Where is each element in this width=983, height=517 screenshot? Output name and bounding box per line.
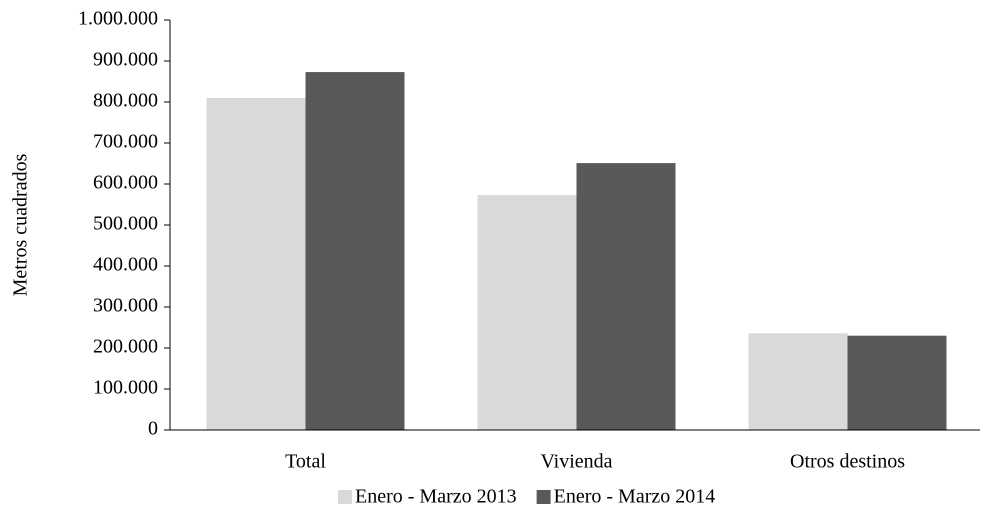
y-tick-label: 800.000 (93, 90, 158, 112)
y-tick-label: 0 (148, 418, 158, 440)
y-tick-label: 700.000 (93, 131, 158, 153)
legend-swatch (536, 490, 551, 504)
y-tick-label: 300.000 (93, 295, 158, 317)
x-tick-label: Vivienda (540, 451, 612, 473)
y-tick-label: 1.000.000 (78, 8, 158, 30)
bar (477, 195, 577, 430)
y-tick-label: 500.000 (93, 213, 158, 235)
x-tick-label: Otros destinos (790, 451, 905, 473)
y-tick-label: 900.000 (93, 49, 158, 71)
bar (305, 72, 405, 430)
legend-swatch (338, 490, 352, 504)
y-tick-label: 400.000 (93, 254, 158, 276)
bar (847, 335, 947, 430)
bar (576, 163, 676, 430)
legend-label: Enero - Marzo 2013 (355, 486, 517, 508)
y-tick-label: 100.000 (93, 377, 158, 399)
legend-label: Enero - Marzo 2014 (554, 486, 716, 508)
x-tick-label: Total (285, 451, 326, 473)
bar (748, 333, 848, 430)
y-tick-label: 200.000 (93, 336, 158, 358)
y-axis-label: Metros cuadrados (10, 153, 32, 296)
bar (206, 97, 306, 431)
y-tick-label: 600.000 (93, 172, 158, 194)
